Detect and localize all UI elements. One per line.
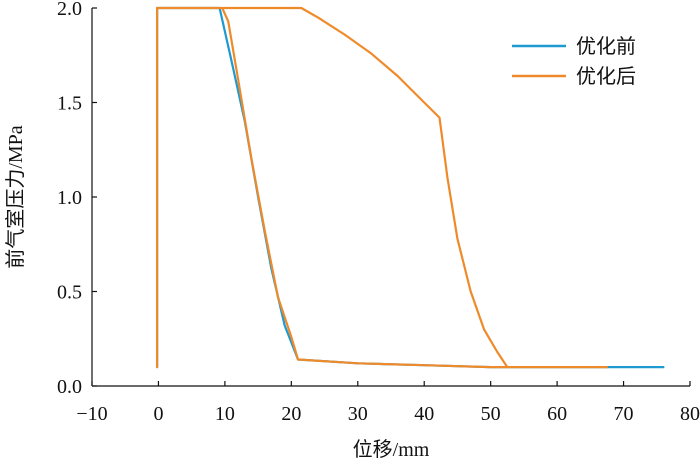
x-tick-label: 70 [614, 403, 634, 425]
x-tick-label: 30 [348, 403, 368, 425]
y-tick-label: 0.0 [57, 376, 82, 398]
y-tick-label: 2.0 [57, 0, 82, 20]
axes-layer: −10 0 10 20 30 40 50 60 70 80 0.0 0.5 1.0 1.5 2.0 [57, 0, 700, 425]
series-layer [156, 6, 665, 369]
series-line-2 [156, 6, 609, 369]
y-axis-label: 前气室压力/MPa [4, 125, 27, 268]
series-line-1 [156, 6, 665, 369]
x-tick-label: 0 [153, 403, 163, 425]
x-tick-label: 80 [680, 403, 700, 425]
x-tick-label: −10 [76, 403, 107, 425]
legend-label: 优化前 [576, 35, 636, 58]
x-tick-label: 40 [414, 403, 434, 425]
y-tick-label: 1.0 [57, 187, 82, 209]
legend-label: 优化后 [576, 65, 636, 88]
y-tick-label: 1.5 [57, 93, 82, 115]
x-tick-label: 10 [215, 403, 235, 425]
x-tick-label: 50 [481, 403, 501, 425]
x-tick-label: 20 [281, 403, 301, 425]
y-tick-label: 0.5 [57, 282, 82, 304]
x-axis-label: 位移/mm [353, 438, 430, 461]
x-tick-label: 60 [547, 403, 567, 425]
